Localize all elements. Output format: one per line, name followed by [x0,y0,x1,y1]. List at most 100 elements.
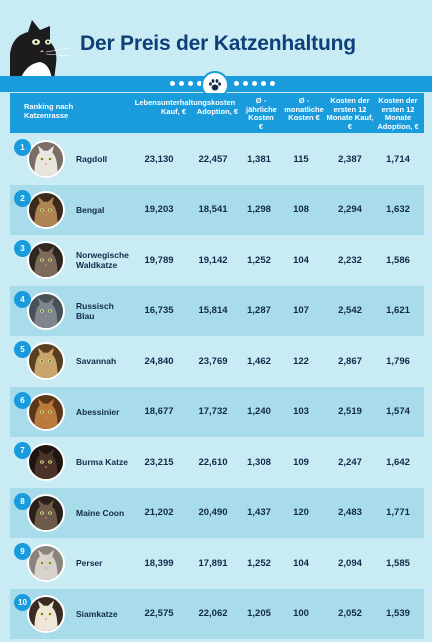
page-title: Der Preis der Katzenhaltung [80,32,356,55]
rank-badge: 8 [14,492,31,510]
table-row: 5 Savannah 24,840 23,769 1,462 122 2,867 1,796 [10,336,424,387]
rank-badge: 6 [14,391,31,409]
black-cat-icon [10,20,71,80]
cat-face-icon [29,394,63,429]
cost-annual: 1,462 [247,355,271,367]
table-row: 4 Russisch Blau 16,735 15,814 1,287 107 2,542 1… [10,285,424,336]
cost-first-year-adoption: 1,714 [386,153,410,165]
cost-annual: 1,252 [247,254,271,266]
cost-adoption: 17,732 [198,406,228,417]
cost-kauf: 23,130 [144,153,174,165]
cost-monthly: 109 [293,456,309,468]
table-row: 8 Maine Coon 21,202 20,490 1,437 120 2,483 1,77… [10,487,424,538]
cost-first-year-kauf: 2,483 [338,507,362,518]
cost-kauf: 19,203 [144,204,174,215]
cat-face-icon [29,546,63,580]
cost-adoption: 22,610 [198,456,228,468]
cat-avatar [27,443,65,481]
cat-face-icon [29,142,63,176]
cost-annual: 1,308 [247,456,271,468]
cost-first-year-kauf: 2,294 [338,204,362,215]
header-first-year-kauf: Kosten der ersten 12 Monate Kauf, € [326,96,374,131]
cost-first-year-adoption: 1,796 [386,355,410,367]
cost-first-year-adoption: 1,574 [386,406,410,417]
cost-monthly: 103 [293,406,309,417]
cost-kauf: 16,735 [144,305,174,316]
rank-badge: 5 [14,341,31,358]
header-adoption: Adoption, € [196,107,238,116]
divider-dots-right [234,81,275,87]
cost-first-year-adoption: 1,621 [386,305,410,316]
breed-name: Maine Coon [76,507,125,518]
cost-first-year-adoption: 1,632 [386,204,410,215]
cat-face-icon [29,445,63,479]
cost-first-year-adoption: 1,771 [386,507,410,518]
cost-kauf: 22,575 [144,608,174,619]
table-row: 7 Burma Katze 23,215 22,610 1,308 109 2,247 1,6… [10,437,424,488]
cat-avatar [27,190,65,229]
cat-face-icon [29,596,63,631]
cost-annual: 1,437 [247,507,271,518]
cat-avatar [27,392,65,431]
breed-name: Russisch Blau [76,300,114,321]
cat-avatar [27,291,65,330]
cost-first-year-kauf: 2,247 [338,456,362,468]
rank-badge: 4 [14,290,31,308]
cat-avatar [27,140,65,178]
header-first-year-adoption: Kosten der ersten 12 Monate Adoption, € [377,96,419,131]
cost-annual: 1,298 [247,204,271,215]
header-rank: Ranking nach Katzenrasse [24,102,74,120]
cat-avatar [27,493,65,532]
cost-first-year-adoption: 1,642 [386,456,410,468]
table-body: 1 Ragdoll 23,130 22,457 1,381 115 2,387 1,714 2 B… [10,134,424,639]
cost-kauf: 18,399 [144,557,174,569]
rank-badge: 7 [14,442,31,459]
cost-adoption: 17,891 [198,557,228,569]
cost-first-year-kauf: 2,387 [338,153,362,165]
cost-annual: 1,252 [247,557,271,569]
cost-first-year-kauf: 2,052 [338,608,362,619]
cost-first-year-kauf: 2,232 [338,254,362,266]
cost-annual: 1,381 [247,153,271,165]
cat-face-icon [29,344,63,378]
rank-badge: 10 [14,593,31,611]
cost-adoption: 22,062 [198,608,228,619]
cost-annual: 1,205 [247,608,271,619]
rank-badge: 2 [14,189,31,207]
breed-name: Bengal [76,204,105,215]
breed-name: Norwegische Waldkatze [76,250,129,270]
cost-kauf: 18,677 [144,406,174,417]
cost-first-year-kauf: 2,519 [338,406,362,417]
rank-badge: 1 [14,139,31,156]
rank-badge: 9 [14,543,31,560]
cost-monthly: 115 [293,153,309,165]
cost-kauf: 24,840 [144,355,174,367]
table-row: 1 Ragdoll 23,130 22,457 1,381 115 2,387 1,714 [10,134,424,185]
rank-badge: 3 [14,240,31,257]
breed-name: Burma Katze [76,457,128,467]
cost-monthly: 108 [293,204,309,215]
cost-kauf: 21,202 [144,507,174,518]
cat-face-icon [29,192,63,227]
cost-first-year-kauf: 2,094 [338,557,362,569]
table-row: 3 Norwegische Waldkatze 19,789 19,142 1,252 1… [10,235,424,286]
cost-adoption: 23,769 [198,355,228,367]
breed-name: Abessinier [76,406,120,417]
header-annual: Ø - jährliche Kosten € [246,96,277,131]
breed-name: Ragdoll [76,154,108,164]
cat-avatar [27,241,65,279]
header-life-costs: Lebensunterhaltungskosten [134,98,236,107]
cost-monthly: 104 [293,254,309,266]
cost-monthly: 122 [293,355,309,367]
cost-adoption: 20,490 [198,507,228,518]
cost-first-year-kauf: 2,867 [338,355,362,367]
cost-monthly: 107 [293,305,309,316]
cost-monthly: 120 [293,507,309,518]
cat-avatar [27,544,65,582]
table-row: 10 Siamkatze 22,575 22,062 1,205 100 2,052 1,53… [10,588,424,639]
cost-monthly: 100 [293,608,309,619]
breed-name: Siamkatze [76,608,118,619]
breed-name: Savannah [76,356,117,366]
cost-monthly: 104 [293,557,309,569]
